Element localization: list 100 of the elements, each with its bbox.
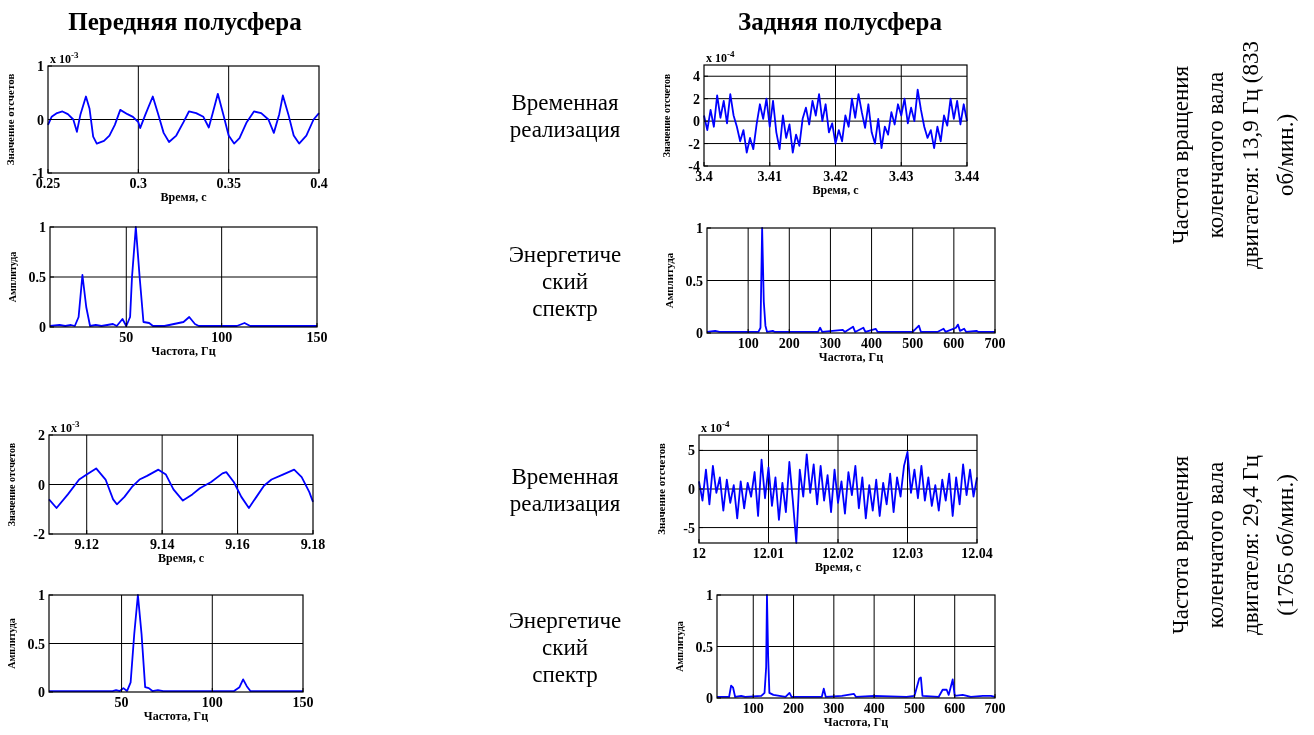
y-tick-label: 0 [706,691,713,706]
line-series [706,227,996,333]
y-tick-label: 2 [38,428,45,443]
x-tick-label: 100 [211,330,233,345]
y-axis-title: Амплитуда [7,251,18,303]
y-axis-title: Амплитуда [6,618,17,669]
y-tick-label: 1 [696,221,703,236]
y-tick-label: 0 [37,112,44,128]
x-tick-label: 300 [823,701,845,716]
text: двигателя: 29,4 Гц [1237,455,1263,635]
y-tick-label: 0.5 [685,273,703,289]
line-series [47,92,320,145]
line-series [698,451,978,544]
y-tick-label: 0 [693,114,700,130]
x-tick-label: 100 [737,336,759,351]
y-tick-label: -2 [688,136,700,152]
x-axis-title: Частота, Гц [151,344,216,358]
x-tick-label: 150 [292,695,314,710]
x-tick-label: 12.01 [752,546,785,561]
y-tick-label: -5 [683,520,695,536]
x-tick-label: 12.02 [822,546,854,561]
x-tick-label: 0.4 [310,176,328,191]
text: Частота вращения [1167,455,1193,635]
x-tick-label: 600 [944,701,966,716]
x-tick-label: 12.04 [961,546,993,561]
y-tick-label: 0 [696,326,703,341]
y-tick-label: 2 [693,91,700,107]
x-tick-label: 9.18 [300,537,326,552]
y-tick-label: 0.5 [27,636,45,652]
x-tick-label: 0.35 [216,176,241,191]
x-tick-label: 3.4 [695,169,713,184]
x-tick-label: 12 [692,546,706,561]
x-tick-label: 0.25 [35,176,61,191]
x-tick-label: 150 [306,330,328,345]
x-tick-label: 200 [783,701,805,716]
text: Энергетический спектр [508,607,622,687]
x-axis-title: Время, с [815,560,862,574]
text: Временная реализация [509,463,621,516]
y-axis-title: Амплитуда [674,621,685,672]
y-axis-title: Значение отсчетов [661,73,672,158]
line-series [48,467,314,509]
line-series [49,226,318,327]
x-tick-label: 100 [742,701,764,716]
line-series [716,594,996,698]
x-tick-label: 3.41 [757,169,782,184]
y-tick-label: 0.5 [695,639,713,655]
y-axis-title: Значение отсчетов [655,443,667,535]
x-tick-label: 3.44 [954,169,980,184]
x-tick-label: 9.14 [149,537,175,552]
y-tick-label: 0 [38,477,45,493]
text: Частота вращения [1167,65,1193,245]
x-tick-label: 400 [863,701,885,716]
x-tick-label: 3.43 [889,169,914,184]
y-tick-label: 0 [39,320,46,335]
x-tick-label: 600 [943,336,965,351]
x-axis-title: Время, с [812,183,860,197]
y-axis-title: Амплитуда [663,252,675,309]
x-tick-label: 100 [201,695,223,710]
x-tick-label: 9.12 [74,537,99,552]
y-tick-label: 1 [39,220,46,235]
x-axis-title: Время, с [158,551,205,565]
y-axis-title: Значение отсчетов [4,73,16,166]
x-tick-label: 0.3 [129,176,148,191]
y-tick-label: 0 [38,685,45,700]
y-axis-title: Значение отсчетов [6,442,17,527]
text: (1765 об/мин.) [1272,474,1298,616]
x-tick-label: 500 [903,701,925,716]
y-tick-label: 5 [688,443,695,459]
x-tick-label: 700 [984,336,1006,351]
text: двигателя: 13,9 Гц (833 [1237,41,1263,269]
x-axis-title: Частота, Гц [143,709,209,723]
x-tick-label: 9.16 [225,537,250,552]
annotation: x 10$^{-3}$ [51,419,80,435]
line-series [703,88,968,154]
x-tick-label: 500 [902,336,924,351]
annotation: x 10$^{-3}$ [50,50,79,66]
text: Энергетический спектр [508,241,622,321]
chart-title: Передняя полусфера [68,8,303,35]
text: об/мин.) [1272,113,1298,197]
annotation: x 10$^{-4}$ [706,49,735,65]
x-tick-label: 12.03 [891,546,924,561]
text: коленчатого вала [1202,461,1228,629]
x-axis-title: Частота, Гц [818,350,884,364]
text: x 10$^{-4}$ [701,419,730,435]
x-tick-label: 50 [119,330,134,345]
y-tick-label: 4 [693,69,700,85]
x-tick-label: 200 [778,336,800,351]
y-tick-label: -2 [33,527,45,542]
y-tick-label: 0.5 [28,270,46,285]
x-axis-title: Частота, Гц [823,715,889,729]
line-series [48,594,304,692]
y-tick-label: 1 [38,588,45,603]
x-axis-title: Время, с [160,190,208,204]
x-tick-label: 700 [984,701,1006,716]
text: коленчатого вала [1202,71,1228,239]
chart-title: Задняя полусфера [738,8,943,35]
y-tick-label: 1 [37,59,44,74]
x-tick-label: 300 [819,336,841,351]
y-tick-label: 1 [706,588,713,603]
x-tick-label: 3.42 [823,169,848,184]
